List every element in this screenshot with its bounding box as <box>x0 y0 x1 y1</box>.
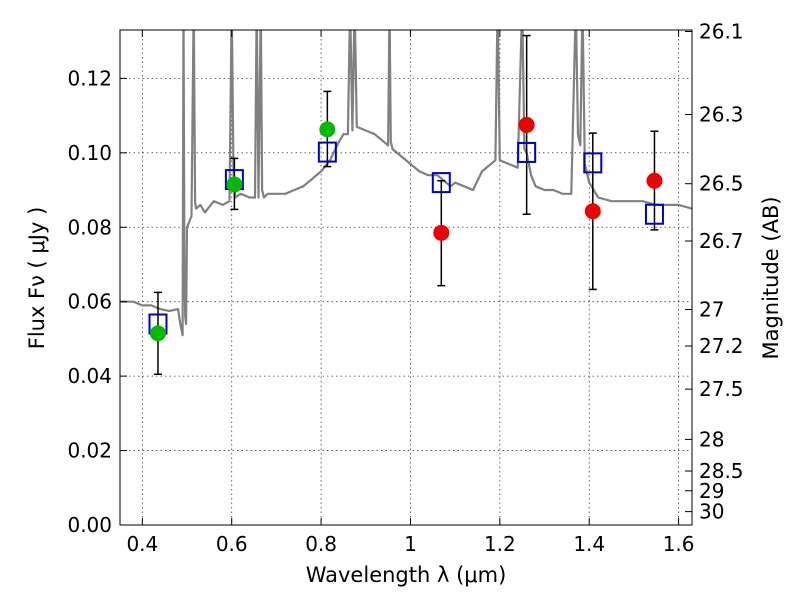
x-tick-label: 1.2 <box>484 532 516 556</box>
x-axis-label: Wavelength λ (μm) <box>306 563 507 587</box>
y-tick-label: 0.04 <box>67 364 112 388</box>
magnitude-tick-label: 26.7 <box>699 229 744 253</box>
y-tick-label: 0.00 <box>67 513 112 537</box>
y-tick-label: 0.02 <box>67 439 112 463</box>
magnitude-tick-label: 28 <box>699 427 724 451</box>
observed-flux-point <box>646 172 663 189</box>
y-tick-label: 0.10 <box>67 141 112 165</box>
model-spectrum-line <box>120 30 692 337</box>
y-tick-label: 0.12 <box>67 66 112 90</box>
observed-flux-point <box>149 325 166 342</box>
magnitude-tick-label: 30 <box>699 500 724 524</box>
model-flux-square <box>517 141 537 163</box>
x-tick-label: 0.6 <box>216 532 248 556</box>
x-tick-label: 1.4 <box>573 532 605 556</box>
model-flux-square <box>431 172 451 194</box>
magnitude-tick-label: 26.1 <box>699 19 744 43</box>
x-tick-label: 1.6 <box>663 532 695 556</box>
magnitude-tick-label: 27.5 <box>699 377 744 401</box>
observed-flux-point <box>226 176 243 193</box>
magnitude-tick-label: 28.5 <box>699 459 744 483</box>
grid-layer <box>120 30 692 526</box>
y-axis-label: Flux Fν ( μJy ) <box>25 207 49 350</box>
magnitude-tick-label: 29 <box>699 479 724 503</box>
y2-axis-label: Magnitude (AB) <box>759 196 783 359</box>
observed-flux-point <box>584 203 601 220</box>
observed-flux-point <box>319 121 336 138</box>
magnitude-tick-label: 27 <box>699 298 724 322</box>
model-flux-square <box>644 203 664 225</box>
spectrum-layer <box>120 30 692 337</box>
y-tick-label: 0.08 <box>67 215 112 239</box>
y-tick-label: 0.06 <box>67 290 112 314</box>
magnitude-tick-label: 26.5 <box>699 172 744 196</box>
observed-flux-point <box>518 116 535 133</box>
model-flux-square <box>317 141 337 163</box>
plot-frame <box>119 29 693 526</box>
x-tick-label: 0.4 <box>126 532 158 556</box>
x-tick-label: 1 <box>404 532 417 556</box>
tick-layer: 0.4 0.6 0.8 1 1.2 1.4 1.6 0.00 0.02 0.04 0.06 0.08 0… <box>67 19 743 556</box>
magnitude-tick-label: 27.2 <box>699 334 744 358</box>
observed-flux-point <box>433 224 450 241</box>
model-flux-square <box>583 152 603 174</box>
marker-layer <box>148 34 664 376</box>
x-tick-label: 0.8 <box>305 532 337 556</box>
magnitude-tick-label: 26.3 <box>699 102 744 126</box>
